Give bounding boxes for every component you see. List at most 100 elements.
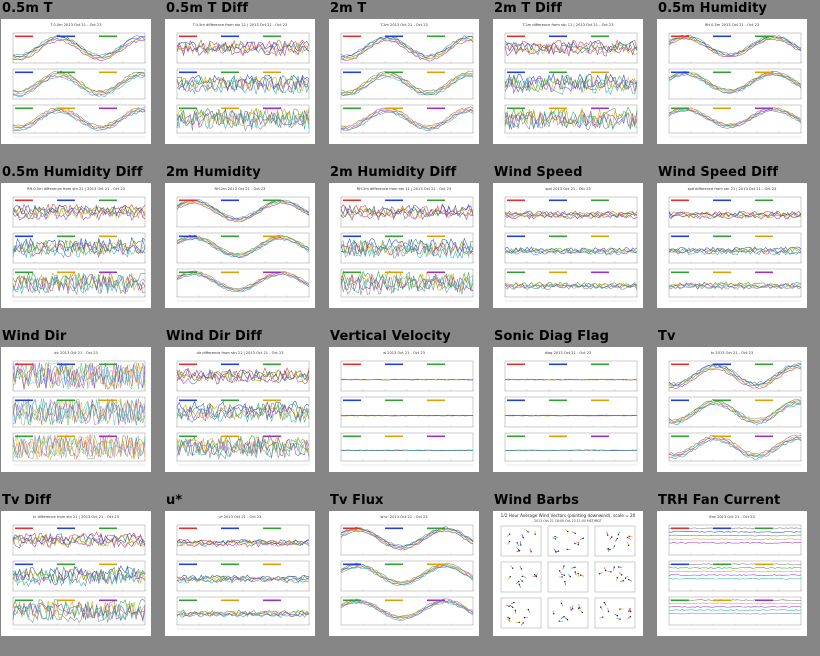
legend-swatch [57, 527, 75, 530]
legend-swatch [427, 435, 445, 438]
series-line [340, 75, 474, 96]
legend-swatch [671, 35, 689, 38]
wind-vector-dot [611, 536, 613, 538]
wind-vector-dot [617, 534, 620, 536]
legend-swatch [427, 235, 445, 238]
legend-swatch [15, 235, 33, 238]
series-line [340, 598, 474, 617]
series-line [176, 273, 310, 293]
wind-vector-dot [508, 540, 511, 543]
legend-swatch [385, 271, 403, 274]
plot-thumbnail-trh-fan-current[interactable]: Ifan 2013 Oct 21 - Oct 23 [657, 511, 807, 636]
plot-thumbnail-wind-dir-diff[interactable]: dir difference from stn 21 | 2013 Oct 21… [165, 347, 315, 472]
plot-thumbnail-tv[interactable]: tc 2013 Oct 21 - Oct 23 [657, 347, 807, 472]
barb-panel [547, 525, 589, 557]
plot-image: Ifan 2013 Oct 21 - Oct 23 [657, 511, 807, 636]
plot-thumbnail-2m-humidity[interactable]: RH.2m 2013 Oct 21 - Oct 23 [165, 183, 315, 308]
wind-vector-dot [564, 580, 566, 583]
legend-swatch [343, 199, 361, 202]
wind-vector-dot [520, 544, 522, 546]
series-line [340, 527, 474, 548]
series-line [668, 284, 802, 290]
wind-vector-dot [511, 606, 514, 609]
plot-thumbnail-tv-diff[interactable]: tc difference from stn 21 | 2013 Oct 21 … [1, 511, 151, 636]
wind-vector-dot [574, 532, 576, 535]
series-line [668, 400, 802, 422]
legend-swatch [755, 363, 773, 366]
wind-vector-dot [607, 610, 610, 613]
series-line [340, 209, 474, 221]
legend-swatch [713, 399, 731, 402]
series-line [504, 40, 638, 53]
tile-wind-dir: Wind Dir dir 2013 Oct 21 - Oct 23 [0, 328, 160, 488]
legend-swatch [99, 71, 117, 74]
series-line [12, 209, 146, 221]
series-line [176, 405, 310, 422]
legend-swatch [263, 71, 281, 74]
wind-vector-dot [522, 536, 524, 539]
plot-thumbnail-wind-speed-diff[interactable]: spd difference from stn 21 | 2013 Oct 21… [657, 183, 807, 308]
series-line [504, 282, 638, 288]
wind-vector-dot [553, 613, 555, 615]
plot-thumbnail-05m-t-diff[interactable]: T.0.5m difference from stn 21 | 2013 Oct… [165, 19, 315, 144]
series-line [12, 600, 146, 620]
plot-thumbnail-05m-humidity[interactable]: RH.0.5m 2013 Oct 21 - Oct 23 [657, 19, 807, 144]
plot-thumbnail-wind-speed[interactable]: spd 2013 Oct 21 - Oct 23 [493, 183, 643, 308]
series-line [668, 250, 802, 256]
wind-vector-dot [567, 530, 569, 533]
wind-vector-dot [627, 544, 630, 547]
series-line [340, 529, 474, 550]
plot-thumbnail-wind-dir[interactable]: dir 2013 Oct 21 - Oct 23 [1, 347, 151, 472]
series-line [340, 565, 474, 585]
tile-wind-speed-diff: Wind Speed Diff spd difference from stn 2… [656, 164, 816, 324]
legend-swatch [263, 235, 281, 238]
series-line [176, 578, 310, 584]
series-line [12, 74, 146, 96]
wind-vector-dot [530, 551, 532, 553]
wind-vector-dot [558, 570, 561, 572]
wind-vector-dot [509, 576, 511, 578]
legend-swatch [179, 107, 197, 110]
legend-swatch [263, 271, 281, 274]
wind-vector-dot [563, 574, 566, 577]
series-line [668, 285, 802, 290]
series-line [12, 361, 146, 390]
series-line [340, 414, 474, 417]
legend-swatch [385, 363, 403, 366]
tile-title: 0.5m Humidity [658, 1, 767, 16]
plot-background [165, 511, 315, 636]
thumb-title: 1/2 Hour Average Wind Vectors (pointing … [501, 513, 636, 518]
legend-swatch [671, 107, 689, 110]
plot-thumbnail-wind-barbs[interactable]: 1/2 Hour Average Wind Vectors (pointing … [493, 511, 643, 636]
legend-swatch [15, 71, 33, 74]
plot-thumbnail-2m-t-diff[interactable]: T.2m difference from stn 11 | 2013 Oct 2… [493, 19, 643, 144]
legend-swatch [755, 271, 773, 274]
series-line [12, 603, 146, 621]
series-line [504, 74, 638, 91]
series-line [12, 111, 146, 132]
plot-thumbnail-2m-humidity-diff[interactable]: RH.2m difference from stn 11 | 2013 Oct … [329, 183, 479, 308]
series-line [12, 73, 146, 95]
legend-swatch [99, 435, 117, 438]
plot-thumbnail-05m-humidity-diff[interactable]: RH.0.5m difference from stn 21 | 2013 Oc… [1, 183, 151, 308]
plot-thumbnail-vertical-velocity[interactable]: w 2013 Oct 21 - Oct 23 [329, 347, 479, 472]
legend-swatch [549, 235, 567, 238]
tile-tv-flux: Tv Flux w'tc' 2013 Oct 21 - Oct 23 [328, 492, 488, 652]
tile-wind-barbs: Wind Barbs 1/2 Hour Average Wind Vectors … [492, 492, 652, 652]
plot-thumbnail-2m-t[interactable]: T.2m 2013 Oct 21 - Oct 23 [329, 19, 479, 144]
legend-swatch [343, 107, 361, 110]
series-line [340, 106, 474, 127]
wind-vector-dot [621, 574, 623, 576]
plot-thumbnail-sonic-diag-flag[interactable]: diag 2013 Oct 21 - Oct 23 [493, 347, 643, 472]
legend-swatch [549, 363, 567, 366]
legend-swatch [385, 563, 403, 566]
series-line [176, 540, 310, 546]
legend-swatch [507, 235, 525, 238]
plot-thumbnail-tv-flux[interactable]: w'tc' 2013 Oct 21 - Oct 23 [329, 511, 479, 636]
plot-thumbnail-05m-t[interactable]: T.0.5m 2013 Oct 21 - Oct 23 [1, 19, 151, 144]
series-line [12, 35, 146, 58]
legend-swatch [507, 71, 525, 74]
tile-2m-t-diff: 2m T Diff T.2m difference from stn 11 | 2… [492, 0, 652, 160]
legend-swatch [179, 271, 197, 274]
plot-thumbnail-u-star[interactable]: u* 2013 Oct 21 - Oct 23 [165, 511, 315, 636]
